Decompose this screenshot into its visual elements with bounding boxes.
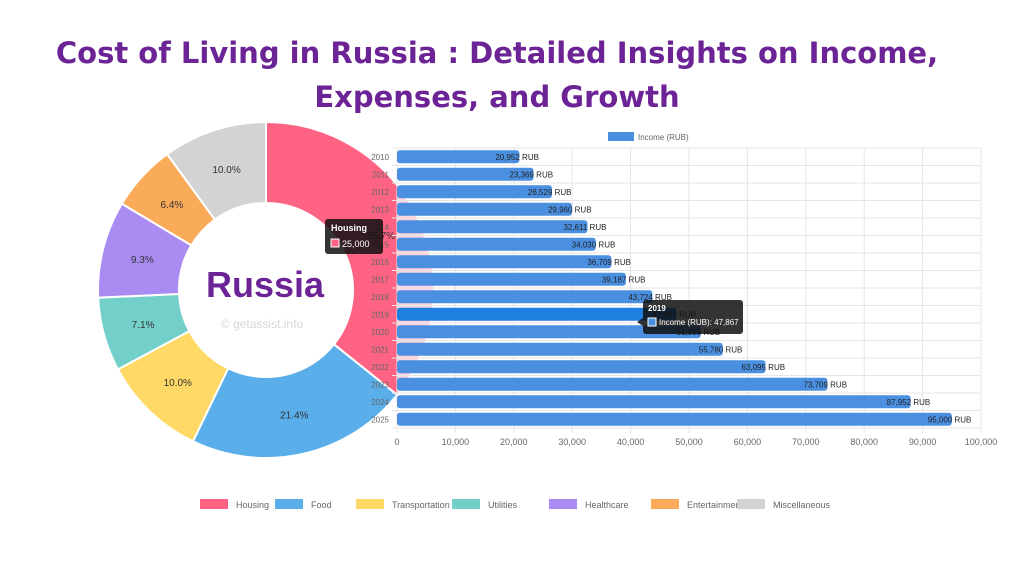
x-tick-label: 100,000 <box>965 437 998 447</box>
x-tick-label: 70,000 <box>792 437 820 447</box>
y-tick-label-2021: 2021 <box>371 345 389 354</box>
pie-slice-label-entertainment: 6.4% <box>160 200 183 211</box>
bar-tooltip-swatch <box>647 317 657 327</box>
pie-slice-label-transportation: 10.0% <box>164 378 192 389</box>
bar-value-label-2011: 23,369 RUB <box>509 170 553 179</box>
doughnut-center-label: Russia <box>206 264 325 305</box>
y-tick-label-2022: 2022 <box>371 363 389 372</box>
y-tick-label-2011: 2011 <box>372 170 390 179</box>
legend-label-healthcare: Healthcare <box>585 500 629 510</box>
watermark: © getassist.info <box>221 317 304 331</box>
x-tick-label: 20,000 <box>500 437 528 447</box>
doughnut-chart: 35.7%21.4%10.0%7.1%9.3%6.4%10.0%Russia© … <box>97 120 435 459</box>
bar-value-label-2022: 63,095 RUB <box>741 363 785 372</box>
y-tick-label-2017: 2017 <box>371 275 389 284</box>
bar-2025 <box>397 412 952 426</box>
y-tick-label-2010: 2010 <box>371 153 389 162</box>
tooltips: Housing 25,000 2019 Income (RUB): 47,867 <box>325 219 743 334</box>
y-tick-label-2019: 2019 <box>371 310 389 319</box>
y-tick-label-2024: 2024 <box>371 398 389 407</box>
bar-2020 <box>397 325 701 339</box>
income-bar-chart: 0 10,000 20,000 30,000 40,000 50,000 60,000 70,… <box>371 132 997 447</box>
pie-slice-label-healthcare: 9.3% <box>131 255 154 266</box>
legend-swatch-utilities <box>452 499 480 509</box>
bar-value-label-2015: 34,030 RUB <box>572 240 616 249</box>
bar-tooltip-value: Income (RUB): 47,867 <box>659 318 739 327</box>
bar-tooltip-caret <box>637 318 643 326</box>
bar-2016 <box>397 255 612 269</box>
pie-slice-label-miscellaneous: 10.0% <box>212 165 240 176</box>
x-tick-label: 50,000 <box>675 437 703 447</box>
bar-2018 <box>397 290 653 304</box>
bar-2011 <box>397 167 534 181</box>
y-tick-label-2018: 2018 <box>371 293 389 302</box>
legend-label-food: Food <box>311 500 332 510</box>
y-tick-label-2016: 2016 <box>371 258 389 267</box>
legend-label-housing: Housing <box>236 500 269 510</box>
legend-swatch-transportation <box>356 499 384 509</box>
pie-legend: Housing Food Transportation Utilities Health… <box>200 499 831 510</box>
bar-value-label-2012: 26,529 RUB <box>528 188 572 197</box>
bar-value-label-2025: 95,000 RUB <box>928 415 972 424</box>
bar-2023 <box>397 377 828 391</box>
bar-2013 <box>397 202 572 216</box>
pie-slice-label-utilities: 7.1% <box>132 320 155 331</box>
bar-value-label-2014: 32,611 RUB <box>563 223 606 232</box>
bar-value-label-2013: 29,960 RUB <box>548 205 592 214</box>
x-tick-label: 0 <box>394 437 399 447</box>
legend-swatch-housing <box>200 499 228 509</box>
bar-value-label-2016: 36,709 RUB <box>587 258 631 267</box>
legend-label-utilities: Utilities <box>488 500 518 510</box>
bar-2017 <box>397 272 626 286</box>
bar-2022 <box>397 360 766 374</box>
legend-swatch-entertainment <box>651 499 679 509</box>
y-tick-label-2012: 2012 <box>371 188 389 197</box>
legend-label-miscellaneous: Miscellaneous <box>773 500 831 510</box>
legend-swatch-food <box>275 499 303 509</box>
x-tick-label: 60,000 <box>734 437 762 447</box>
bar-value-label-2024: 87,952 RUB <box>887 398 931 407</box>
x-tick-label: 90,000 <box>909 437 937 447</box>
pie-tooltip-title: Housing <box>331 223 367 233</box>
bar-legend-swatch <box>608 132 634 141</box>
bar-value-label-2018: 43,724 RUB <box>628 293 672 302</box>
pie-slice-miscellaneous <box>165 120 267 222</box>
x-tick-label: 30,000 <box>558 437 586 447</box>
bar-tooltip <box>643 300 743 334</box>
pie-tooltip-swatch <box>330 238 340 248</box>
pie-slice-label-food: 21.4% <box>280 410 308 421</box>
legend-label-entertainment: Entertainment <box>687 500 744 510</box>
page-title-line-1: Cost of Living in Russia : Detailed Insi… <box>55 36 939 70</box>
x-tick-label: 40,000 <box>617 437 645 447</box>
page-title: Cost of Living in Russia : Detailed Insi… <box>40 32 954 119</box>
bar-value-label-2017: 39,187 RUB <box>602 275 646 284</box>
bar-value-label-2010: 20,952 RUB <box>495 153 539 162</box>
bar-tooltip-title: 2019 <box>648 304 666 313</box>
bar-value-label-2023: 73,709 RUB <box>803 380 847 389</box>
legend-swatch-healthcare <box>549 499 577 509</box>
bar-2021 <box>397 342 723 356</box>
legend-label-transportation: Transportation <box>392 500 450 510</box>
bar-2019 <box>397 307 677 321</box>
bar-value-label-2021: 55,780 RUB <box>699 345 743 354</box>
pie-slice-food <box>191 342 399 459</box>
bar-2012 <box>397 185 552 199</box>
bar-2014 <box>397 220 588 234</box>
x-tick-label: 80,000 <box>850 437 878 447</box>
bar-legend-label: Income (RUB) <box>638 133 689 142</box>
y-tick-label-2020: 2020 <box>371 328 389 337</box>
bar-2010 <box>397 150 520 164</box>
y-tick-label-2025: 2025 <box>371 415 389 424</box>
page-title-line-2: Expenses, and Growth <box>314 79 680 114</box>
bar-2024 <box>397 395 911 409</box>
x-tick-label: 10,000 <box>442 437 470 447</box>
y-tick-label-2013: 2013 <box>371 205 389 214</box>
pie-tooltip-value: 25,000 <box>342 239 370 249</box>
y-tick-label-2023: 2023 <box>371 380 389 389</box>
legend-swatch-miscellaneous <box>737 499 765 509</box>
bar-2015 <box>397 237 596 251</box>
